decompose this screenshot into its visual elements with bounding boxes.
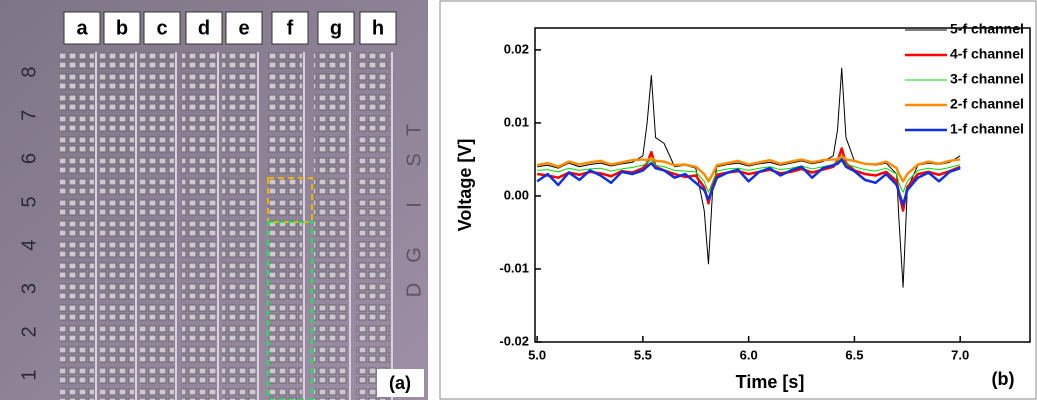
series-line: [536, 154, 961, 183]
row-label: 6: [18, 153, 40, 164]
pad-column: [268, 52, 302, 400]
chip-letter: I: [403, 202, 425, 208]
highlight-box: [267, 221, 313, 400]
column-label: b: [116, 17, 128, 39]
chip-letter: D: [403, 283, 425, 297]
y-tick-label: 0.02: [504, 41, 529, 56]
legend-label: 5-f channel: [950, 21, 1024, 37]
x-tick-label: 6.5: [845, 347, 863, 362]
pad-column: [140, 52, 174, 400]
column-label-box: [143, 11, 181, 45]
x-tick-label: 5.0: [528, 347, 546, 362]
column-label-box: [63, 11, 101, 45]
column-label: c: [156, 17, 167, 39]
panel-label: (a): [389, 373, 411, 393]
photo-panel: (a): [0, 0, 428, 400]
row-label: 2: [18, 326, 40, 337]
column-label: f: [287, 17, 294, 39]
y-tick-label: -0.01: [499, 260, 529, 275]
series-line: [536, 158, 961, 206]
row-label: 7: [18, 110, 40, 121]
row-label: 5: [18, 196, 40, 207]
pad-column: [356, 52, 390, 400]
panel-label: (b): [992, 369, 1015, 389]
x-axis-label: Time [s]: [736, 372, 805, 392]
column-label: e: [238, 17, 249, 39]
row-label: 8: [18, 66, 40, 77]
column-label-box: [185, 11, 223, 45]
column-label-box: [103, 11, 141, 45]
y-axis-label: Voltage [V]: [455, 139, 475, 232]
x-tick-label: 7.0: [951, 347, 969, 362]
pad-column: [100, 52, 134, 400]
x-tick-label: 6.0: [740, 347, 758, 362]
chip-letter: G: [403, 247, 425, 263]
legend-label: 2-f channel: [950, 96, 1024, 112]
column-label-box: [271, 11, 309, 45]
legend-label: 4-f channel: [950, 46, 1024, 62]
column-label: d: [198, 17, 210, 39]
legend-label: 1-f channel: [950, 121, 1024, 137]
column-label-box: [225, 11, 263, 45]
y-tick-label: -0.02: [499, 333, 529, 348]
plot-frame: [534, 27, 1031, 343]
column-label-box: [359, 11, 397, 45]
pad-column: [314, 52, 348, 400]
pad-column: [60, 52, 94, 400]
pad-array: [60, 52, 393, 400]
y-tick-label: 0.00: [504, 187, 529, 202]
chip-letter: S: [403, 153, 425, 166]
column-label-box: [317, 11, 355, 45]
x-tick-label: 5.5: [634, 347, 652, 362]
panel-label-box: [377, 369, 424, 397]
pad-column: [222, 52, 256, 400]
chip-letter: T: [403, 124, 425, 136]
y-tick-label: 0.01: [504, 114, 529, 129]
row-label: 3: [18, 283, 40, 294]
row-label: 4: [18, 240, 40, 251]
column-label: g: [330, 17, 342, 39]
pad-column: [182, 52, 216, 400]
row-label: 1: [18, 370, 40, 381]
chart-panel: [439, 0, 1037, 400]
series-line: [537, 157, 961, 193]
column-label: h: [372, 17, 384, 39]
column-label: a: [76, 17, 88, 39]
legend-label: 3-f channel: [950, 71, 1024, 87]
